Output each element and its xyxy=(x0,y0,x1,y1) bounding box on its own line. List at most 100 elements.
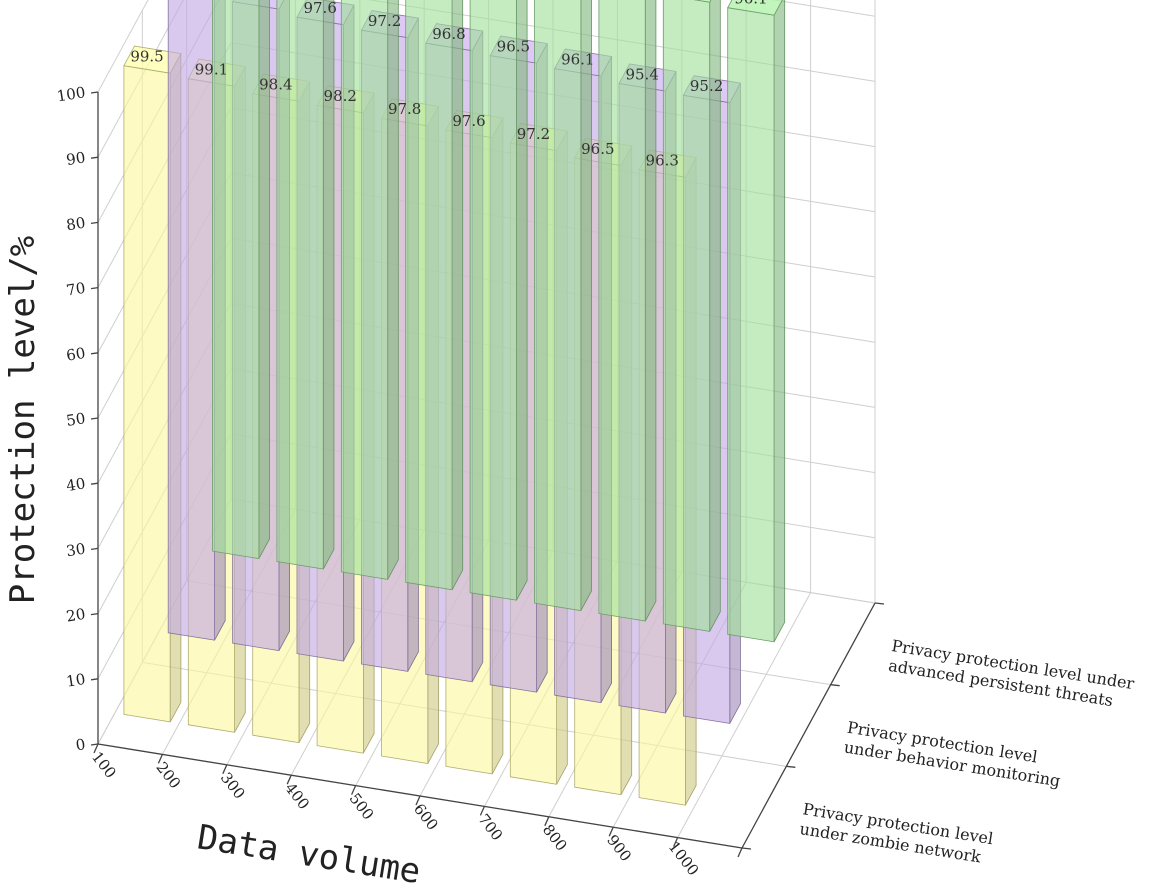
x-axis-tick-mark xyxy=(737,847,743,858)
x-tick-label: 400 xyxy=(281,779,313,813)
x-axis-title: Data volume xyxy=(195,817,424,891)
x-tick-label: 900 xyxy=(603,831,635,865)
y-axis-tick-mark xyxy=(90,678,99,681)
y-tick-label: 40 xyxy=(65,474,87,495)
data-label: 95.2 xyxy=(690,77,723,95)
x-tick-label: 700 xyxy=(474,810,506,844)
x-tick-label: 600 xyxy=(410,800,442,834)
data-label: 96.3 xyxy=(646,151,679,169)
bar-top-face xyxy=(727,0,783,16)
bar-front-face xyxy=(469,0,517,601)
depth-axis-tick-mark xyxy=(741,847,752,850)
data-label: 96.8 xyxy=(432,25,465,43)
bar-side-face xyxy=(773,0,786,642)
x-axis-tick-mark xyxy=(479,806,485,816)
series-label: Privacy protection levelunder behavior m… xyxy=(843,718,1065,791)
bar-top-face xyxy=(693,0,712,3)
y-axis-tick-mark xyxy=(90,417,99,420)
data-label: 97.2 xyxy=(517,125,550,143)
x-tick-label: 500 xyxy=(346,790,378,824)
bar-side-face xyxy=(322,0,335,570)
side-wall-gridline xyxy=(97,0,184,158)
x-tick-label: 200 xyxy=(152,758,184,792)
x-tick-label: 300 xyxy=(217,769,249,803)
bar-front-face xyxy=(340,0,389,580)
x-tick-label: 100 xyxy=(88,748,120,782)
y-tick-label: 10 xyxy=(65,670,87,691)
bar-side-face xyxy=(516,0,528,601)
bar xyxy=(727,0,786,643)
x-tick-label: 1000 xyxy=(665,838,703,879)
bar xyxy=(469,0,528,601)
data-label: 97.6 xyxy=(452,112,485,130)
floor-gridline xyxy=(677,592,812,838)
y-tick-label: 0 xyxy=(74,735,86,754)
x-axis-tick-mark xyxy=(222,764,228,775)
data-labels: 99.599.198.498.297.897.697.296.596.399.3… xyxy=(130,0,767,169)
series-label: Privacy protection level underadvanced p… xyxy=(887,636,1136,713)
bar-front-face xyxy=(598,0,646,622)
y-tick-label: 90 xyxy=(65,148,87,169)
depth-axis-line xyxy=(741,602,876,849)
bar-side-face xyxy=(644,0,657,622)
bar-side-face xyxy=(451,0,464,590)
depth-axis-tick-mark xyxy=(874,602,885,605)
y-tick-label: 20 xyxy=(65,605,87,626)
bars xyxy=(123,0,786,806)
bar-front-face xyxy=(534,0,582,612)
bar xyxy=(405,0,464,591)
bar-side-face xyxy=(580,0,592,611)
bar xyxy=(212,0,270,560)
bar-front-face xyxy=(123,65,171,723)
data-label: 96.1 xyxy=(561,50,594,68)
y-axis-tick-mark xyxy=(90,221,99,225)
x-axis-tick-mark xyxy=(544,816,550,827)
y-axis-tick-mark xyxy=(90,352,99,355)
data-label: 97.2 xyxy=(368,12,401,30)
bar-front-face xyxy=(276,0,324,570)
bar-front-face xyxy=(405,0,453,591)
y-axis-tick-mark xyxy=(90,743,99,746)
data-label: 96.5 xyxy=(497,37,530,55)
x-axis-tick-mark xyxy=(93,743,99,754)
data-label: 97.8 xyxy=(388,100,421,118)
y-tick-label: 30 xyxy=(65,540,87,561)
x-tick-label: 800 xyxy=(539,821,571,855)
data-label: 97.6 xyxy=(303,0,336,17)
y-tick-label: 50 xyxy=(65,409,87,430)
data-label: 96.5 xyxy=(581,140,614,158)
x-axis-tick-mark xyxy=(286,774,292,785)
x-axis-tick-mark xyxy=(608,826,614,837)
bar-front-face xyxy=(727,7,775,643)
y-axis-tick-mark xyxy=(90,547,99,551)
data-label: 99.1 xyxy=(195,60,228,78)
x-axis-tick-mark xyxy=(157,754,163,764)
bar-side-face xyxy=(387,0,399,580)
data-label: 99.5 xyxy=(130,47,163,65)
y-axis-tick-mark xyxy=(90,286,99,290)
data-label: 98.4 xyxy=(259,75,292,93)
x-axis-tick-mark xyxy=(673,837,679,847)
data-label: 98.4 xyxy=(239,0,272,1)
x-axis-tick-mark xyxy=(351,785,357,795)
y-tick-label: 60 xyxy=(65,344,87,365)
y-axis-tick-mark xyxy=(90,482,99,485)
x-axis-tick-mark xyxy=(415,795,421,806)
y-axis-tick-mark xyxy=(90,91,99,94)
bar-front-face xyxy=(167,0,216,641)
data-label: 95.4 xyxy=(625,65,658,83)
y-axis-tick-mark xyxy=(90,156,99,159)
bar-front-face xyxy=(212,0,260,560)
side-wall-gridline xyxy=(97,0,149,93)
y-tick-label: 80 xyxy=(65,214,87,235)
bar xyxy=(534,0,592,612)
series-label: Privacy protection levelunder zombie net… xyxy=(798,799,994,868)
data-label: 98.2 xyxy=(324,87,357,105)
depth-axis-tick-mark xyxy=(830,684,840,687)
bar xyxy=(598,0,657,622)
data-label: 96.1 xyxy=(734,0,767,7)
y-axis-tick-mark xyxy=(90,612,99,616)
depth-axis-tick-mark xyxy=(786,765,796,768)
bar xyxy=(662,0,721,632)
